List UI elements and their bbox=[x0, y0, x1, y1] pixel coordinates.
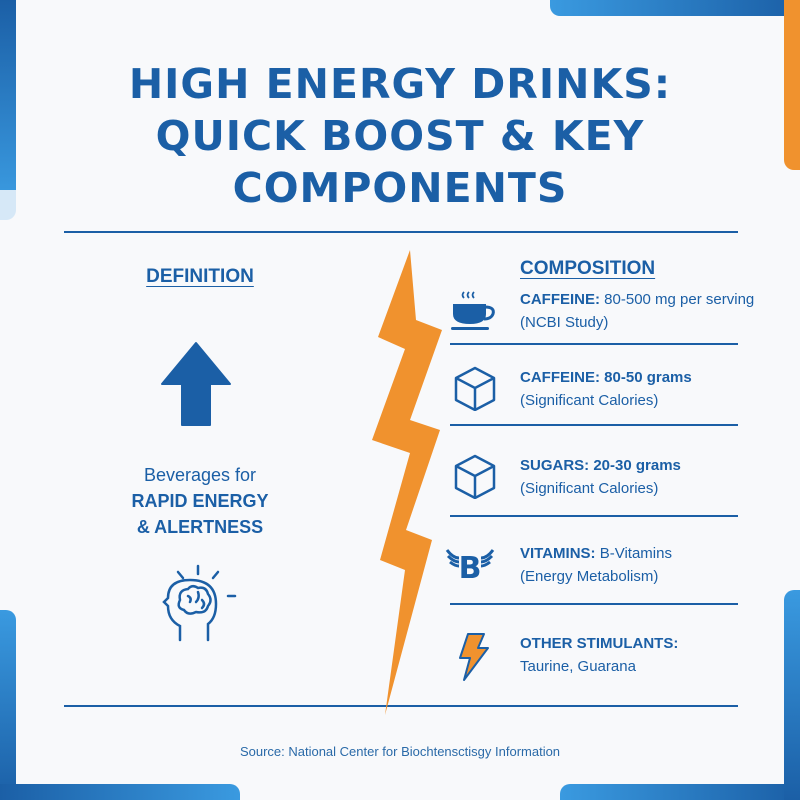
lightning-icon bbox=[459, 633, 489, 681]
corner-decoration-bottom-right-vertical bbox=[784, 590, 800, 800]
up-arrow-icon bbox=[161, 342, 231, 426]
item-note: Taurine, Guarana bbox=[520, 658, 636, 675]
separator bbox=[450, 424, 738, 426]
item-value: 20-30 grams bbox=[593, 457, 681, 474]
item-text: OTHER STIMULANTS: Taurine, Guarana bbox=[520, 632, 678, 678]
item-label: SUGARS: bbox=[520, 457, 590, 474]
item-note: (Significant Calories) bbox=[520, 392, 659, 409]
corner-decoration-bottom-right bbox=[560, 784, 800, 800]
item-value: B-Vitamins bbox=[599, 545, 672, 562]
separator bbox=[450, 603, 738, 605]
item-text: VITAMINS: B-Vitamins (Energy Metabolism) bbox=[520, 542, 672, 588]
corner-decoration-top-right bbox=[550, 0, 800, 16]
item-text: SUGARS: 20-30 grams (Significant Calories… bbox=[520, 454, 681, 500]
definition-heading: DEFINITION bbox=[146, 266, 254, 287]
definition-line-1: Beverages for bbox=[143, 465, 257, 485]
title-line-1: HIGH ENERGY DRINKS: bbox=[128, 60, 672, 108]
winged-b-icon: B bbox=[445, 549, 495, 586]
item-label: CAFFEINE: bbox=[520, 369, 600, 386]
corner-decoration-bottom-left-bar bbox=[0, 784, 240, 800]
item-note: (Energy Metabolism) bbox=[520, 568, 659, 585]
cube-icon bbox=[454, 366, 496, 411]
separator bbox=[450, 343, 738, 345]
title-line-2: QUICK BOOST & KEY COMPONENTS bbox=[155, 112, 645, 212]
lightning-bolt-divider-icon bbox=[372, 250, 442, 715]
item-value: 80-500 mg per serving bbox=[604, 291, 755, 308]
composition-heading: COMPOSITION bbox=[520, 258, 656, 279]
item-text: CAFFEINE: 80-500 mg per serving (NCBI Stu… bbox=[520, 288, 754, 334]
separator bbox=[450, 515, 738, 517]
definition-line-2: RAPID ENERGY bbox=[131, 491, 269, 511]
definition-line-3: & ALERTNESS bbox=[136, 517, 264, 537]
definition-text: Beverages for RAPID ENERGY & ALERTNESS bbox=[100, 462, 300, 540]
item-label: VITAMINS: bbox=[520, 545, 596, 562]
item-note: (NCBI Study) bbox=[520, 314, 609, 331]
bottom-divider bbox=[64, 705, 738, 707]
page-title: HIGH ENERGY DRINKS: QUICK BOOST & KEY CO… bbox=[0, 58, 800, 214]
corner-decoration-top-right-orange bbox=[784, 0, 800, 170]
corner-decoration-top-left-light bbox=[0, 190, 16, 220]
corner-decoration-bottom-left bbox=[0, 610, 16, 800]
corner-decoration-top-left bbox=[0, 0, 16, 200]
item-note: (Significant Calories) bbox=[520, 480, 659, 497]
item-text: CAFFEINE: 80-50 grams (Significant Calori… bbox=[520, 366, 692, 412]
item-label: OTHER STIMULANTS: bbox=[520, 635, 679, 652]
item-value: 80-50 grams bbox=[604, 369, 692, 386]
coffee-cup-icon bbox=[451, 291, 495, 330]
cube-icon bbox=[454, 454, 496, 499]
top-divider bbox=[64, 231, 738, 233]
svg-text:B: B bbox=[459, 551, 482, 586]
source-citation: Source: National Center for Biochtenscti… bbox=[239, 744, 561, 759]
item-label: CAFFEINE: bbox=[520, 291, 600, 308]
brain-head-icon bbox=[162, 564, 237, 642]
